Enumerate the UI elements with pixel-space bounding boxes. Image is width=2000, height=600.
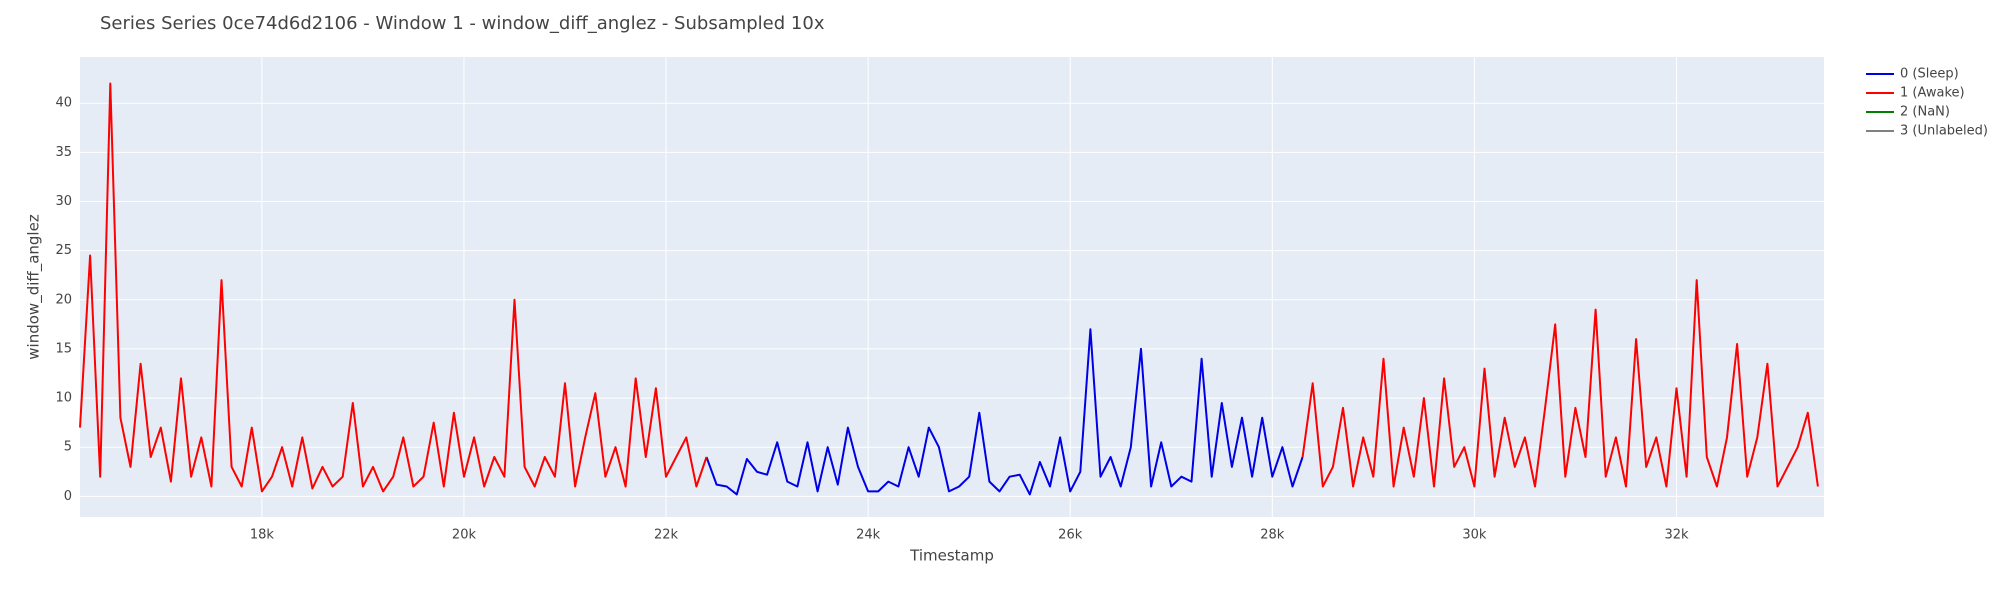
x-tick-label: 26k: [1058, 528, 1083, 543]
legend-label: 3 (Unlabeled): [1900, 124, 1988, 139]
x-tick-label: 18k: [250, 528, 275, 543]
y-tick-label: 5: [64, 440, 72, 455]
y-tick-label: 35: [55, 145, 72, 160]
x-tick-label: 22k: [654, 528, 679, 543]
legend-label: 1 (Awake): [1900, 86, 1965, 101]
x-tick-label: 30k: [1462, 528, 1487, 543]
x-tick-label: 20k: [452, 528, 477, 543]
data-line: [705, 328, 1304, 496]
data-line: [79, 82, 1819, 493]
plot-area: [80, 57, 1824, 517]
x-tick-label: 24k: [856, 528, 881, 543]
x-tick-label: 28k: [1260, 528, 1285, 543]
y-tick-label: 20: [55, 292, 72, 307]
x-tick-label: 32k: [1664, 528, 1689, 543]
y-tick-label: 40: [55, 96, 72, 111]
chart-title: Series Series 0ce74d6d2106 - Window 1 - …: [100, 13, 825, 34]
y-tick-label: 30: [55, 194, 72, 209]
x-axis-label: Timestamp: [909, 547, 994, 565]
legend-label: 2 (NaN): [1900, 105, 1950, 120]
legend-label: 0 (Sleep): [1900, 67, 1959, 82]
y-axis-label: window_diff_anglez: [25, 214, 44, 360]
y-tick-label: 0: [64, 489, 72, 504]
y-tick-label: 10: [55, 391, 72, 406]
y-tick-label: 25: [55, 243, 72, 258]
y-tick-label: 15: [55, 341, 72, 356]
